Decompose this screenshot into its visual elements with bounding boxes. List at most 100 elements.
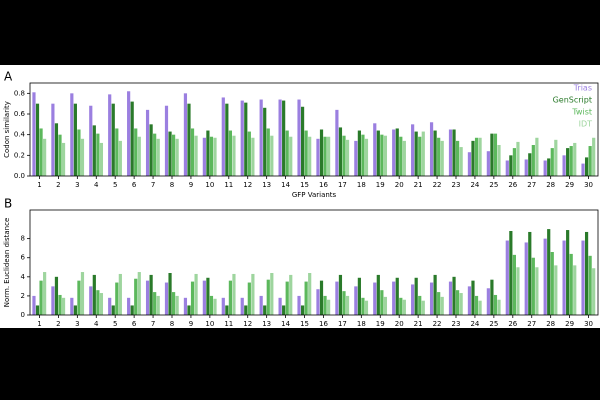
bar xyxy=(327,299,331,315)
x-tick-label: 19 xyxy=(376,181,385,189)
bar xyxy=(289,136,293,176)
x-tick-label: 11 xyxy=(224,320,233,328)
x-tick-label: 5 xyxy=(113,320,117,328)
bar xyxy=(77,280,81,315)
bar xyxy=(373,282,377,315)
bar xyxy=(96,290,100,315)
bar xyxy=(108,297,112,315)
bar xyxy=(486,288,490,315)
panel-label: A xyxy=(4,70,13,84)
bar xyxy=(509,231,513,315)
x-tick-label: 25 xyxy=(489,320,498,328)
bar xyxy=(448,281,453,315)
bar xyxy=(137,272,141,315)
bar xyxy=(584,157,589,176)
bar xyxy=(92,274,96,315)
x-tick-label: 17 xyxy=(338,181,347,189)
bar xyxy=(175,295,179,315)
bar xyxy=(304,281,308,315)
x-tick-label: 7 xyxy=(151,181,155,189)
bar xyxy=(342,135,346,176)
bar xyxy=(383,296,388,315)
bar xyxy=(70,297,74,315)
bar xyxy=(474,137,479,176)
bar xyxy=(383,135,388,176)
bar xyxy=(73,103,77,176)
bar xyxy=(516,141,520,176)
x-tick-label: 25 xyxy=(489,181,498,189)
bar xyxy=(156,295,160,315)
bar xyxy=(414,277,418,315)
bar xyxy=(80,272,85,315)
bar xyxy=(244,102,248,176)
y-tick-label: 0.0 xyxy=(14,172,25,180)
bar xyxy=(554,265,558,315)
x-tick-label: 20 xyxy=(395,181,404,189)
bar xyxy=(89,286,93,315)
bar xyxy=(592,268,596,315)
x-tick-label: 20 xyxy=(395,320,404,328)
bar xyxy=(51,103,55,176)
bar xyxy=(528,153,532,176)
x-tick-label: 9 xyxy=(189,320,193,328)
bar xyxy=(316,289,320,315)
bar xyxy=(452,276,456,315)
bar xyxy=(581,240,585,315)
bar xyxy=(535,267,539,315)
bar xyxy=(380,290,384,315)
y-tick-label: 0.8 xyxy=(14,89,25,97)
bar xyxy=(115,128,119,176)
bar xyxy=(225,103,229,176)
bar xyxy=(316,138,320,176)
bar xyxy=(524,242,528,315)
x-tick-label: 4 xyxy=(94,320,99,328)
legend-entry: Twist xyxy=(571,108,592,117)
bar xyxy=(190,128,195,176)
bar xyxy=(516,267,520,315)
bar xyxy=(39,128,43,176)
bar xyxy=(402,299,406,315)
x-tick-label: 5 xyxy=(113,181,117,189)
bar xyxy=(61,297,66,315)
bar xyxy=(592,137,596,176)
x-tick-label: 24 xyxy=(470,320,479,328)
x-tick-label: 22 xyxy=(433,320,442,328)
bar xyxy=(111,305,115,315)
bar xyxy=(380,134,384,176)
bar xyxy=(32,295,36,315)
bar xyxy=(566,148,570,176)
bar xyxy=(118,273,122,315)
bar xyxy=(509,155,513,176)
y-tick-label: 0.2 xyxy=(14,151,25,159)
y-axis-label: Norm. Euclidean distance xyxy=(3,218,11,308)
bar xyxy=(127,297,131,315)
bar xyxy=(399,136,403,176)
bar xyxy=(35,305,40,315)
bar xyxy=(414,131,418,176)
x-tick-label: 30 xyxy=(584,181,593,189)
bar xyxy=(308,273,312,315)
x-tick-label: 26 xyxy=(508,181,517,189)
bar xyxy=(547,158,551,176)
bar xyxy=(54,123,59,176)
bar xyxy=(70,93,74,176)
bar xyxy=(364,300,369,315)
bar xyxy=(145,109,150,176)
bar xyxy=(285,281,289,315)
bar xyxy=(584,231,589,315)
bar xyxy=(566,230,570,315)
bar xyxy=(421,300,425,315)
bar xyxy=(202,137,206,176)
y-tick-label: 6 xyxy=(21,254,26,262)
x-tick-label: 8 xyxy=(170,320,174,328)
x-tick-label: 6 xyxy=(132,320,137,328)
bar xyxy=(338,127,343,176)
bar xyxy=(247,282,251,315)
bar xyxy=(573,265,577,315)
bar xyxy=(418,295,422,315)
bar xyxy=(440,296,444,315)
bar xyxy=(96,133,100,176)
bar xyxy=(456,140,460,176)
bar xyxy=(547,229,551,315)
bar xyxy=(493,294,498,315)
